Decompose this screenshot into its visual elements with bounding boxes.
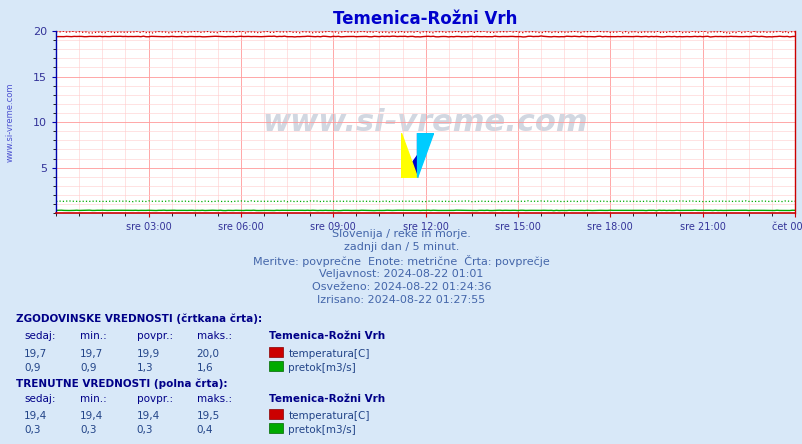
Text: TRENUTNE VREDNOSTI (polna črta):: TRENUTNE VREDNOSTI (polna črta): — [16, 378, 227, 389]
Text: Meritve: povprečne  Enote: metrične  Črta: povprečje: Meritve: povprečne Enote: metrične Črta:… — [253, 255, 549, 267]
Text: 1,3: 1,3 — [136, 363, 153, 373]
Text: 0,3: 0,3 — [80, 425, 97, 435]
Text: 19,7: 19,7 — [24, 349, 47, 359]
Text: 0,3: 0,3 — [24, 425, 41, 435]
Text: Osveženo: 2024-08-22 01:24:36: Osveženo: 2024-08-22 01:24:36 — [311, 282, 491, 292]
Text: min.:: min.: — [80, 331, 107, 341]
Text: Veljavnost: 2024-08-22 01:01: Veljavnost: 2024-08-22 01:01 — [319, 269, 483, 279]
Text: ZGODOVINSKE VREDNOSTI (črtkana črta):: ZGODOVINSKE VREDNOSTI (črtkana črta): — [16, 313, 262, 324]
Text: 0,9: 0,9 — [80, 363, 97, 373]
Text: maks.:: maks.: — [196, 331, 232, 341]
Polygon shape — [417, 133, 433, 178]
Text: Temenica-Rožni Vrh: Temenica-Rožni Vrh — [269, 394, 385, 404]
Text: 19,9: 19,9 — [136, 349, 160, 359]
Text: Izrisano: 2024-08-22 01:27:55: Izrisano: 2024-08-22 01:27:55 — [317, 295, 485, 305]
Text: sedaj:: sedaj: — [24, 394, 55, 404]
Text: 19,7: 19,7 — [80, 349, 103, 359]
Text: pretok[m3/s]: pretok[m3/s] — [288, 425, 355, 435]
Text: Slovenija / reke in morje.: Slovenija / reke in morje. — [332, 229, 470, 239]
Text: sedaj:: sedaj: — [24, 331, 55, 341]
Text: povpr.:: povpr.: — [136, 394, 172, 404]
Text: zadnji dan / 5 minut.: zadnji dan / 5 minut. — [343, 242, 459, 252]
Text: 0,3: 0,3 — [136, 425, 153, 435]
Text: Temenica-Rožni Vrh: Temenica-Rožni Vrh — [269, 331, 385, 341]
Text: temperatura[C]: temperatura[C] — [288, 349, 369, 359]
Text: 0,9: 0,9 — [24, 363, 41, 373]
Text: 19,4: 19,4 — [24, 411, 47, 421]
Text: www.si-vreme.com: www.si-vreme.com — [262, 107, 588, 137]
Text: 19,4: 19,4 — [136, 411, 160, 421]
Text: 20,0: 20,0 — [196, 349, 220, 359]
Text: 1,6: 1,6 — [196, 363, 213, 373]
Text: maks.:: maks.: — [196, 394, 232, 404]
Text: temperatura[C]: temperatura[C] — [288, 411, 369, 421]
Text: povpr.:: povpr.: — [136, 331, 172, 341]
Polygon shape — [401, 133, 433, 178]
Text: pretok[m3/s]: pretok[m3/s] — [288, 363, 355, 373]
Text: 19,4: 19,4 — [80, 411, 103, 421]
Text: 0,4: 0,4 — [196, 425, 213, 435]
Text: min.:: min.: — [80, 394, 107, 404]
Title: Temenica-Rožni Vrh: Temenica-Rožni Vrh — [333, 10, 517, 28]
Text: 19,5: 19,5 — [196, 411, 220, 421]
Polygon shape — [401, 133, 417, 178]
Text: www.si-vreme.com: www.si-vreme.com — [6, 82, 15, 162]
